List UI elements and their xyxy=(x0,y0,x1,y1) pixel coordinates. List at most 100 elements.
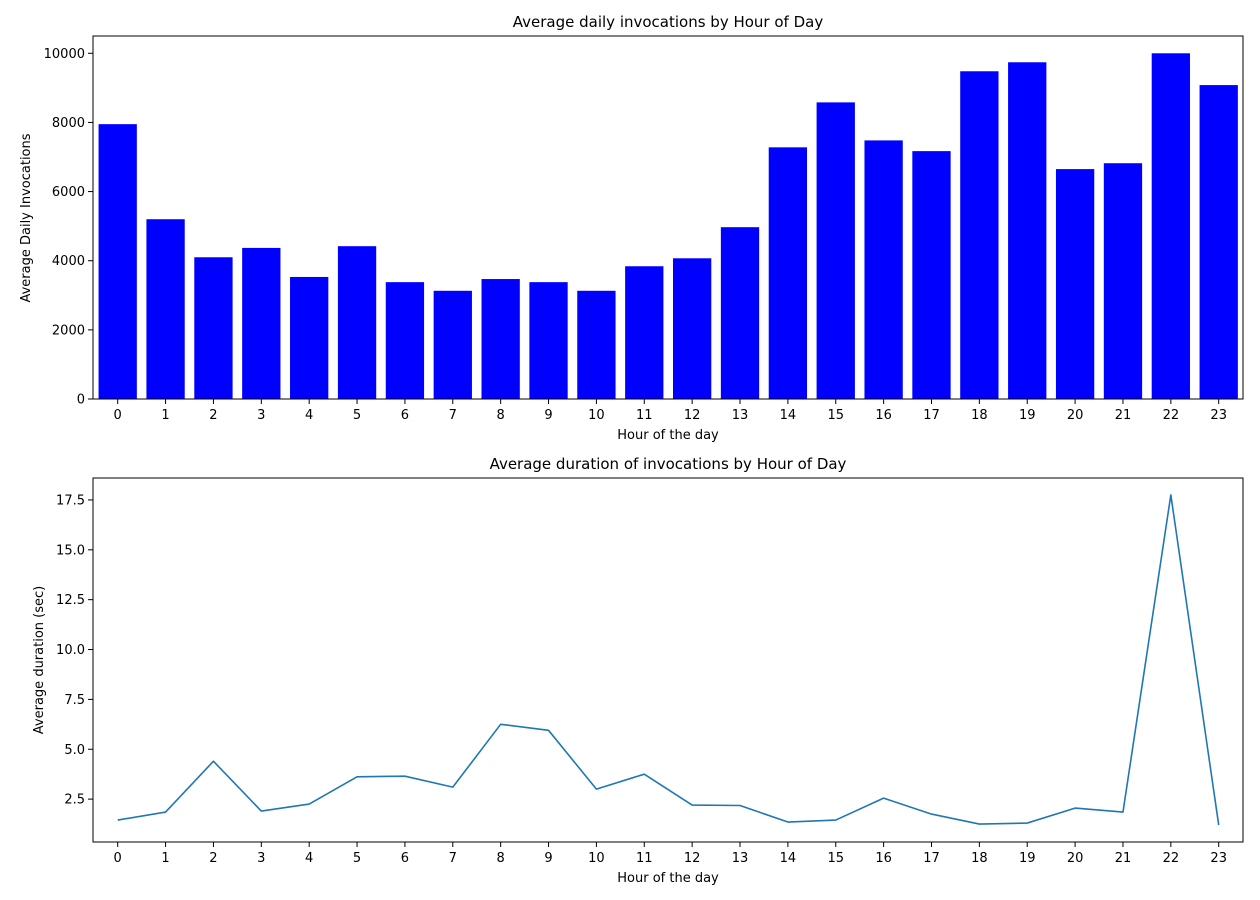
x-tick-label: 8 xyxy=(497,851,505,866)
x-tick-label: 8 xyxy=(497,408,505,423)
line-chart-x-axis: 0 1 2 3 4 5 6 7 8 9 10 11 12 13 14 15 16 17 18 19 20 21 22 23 xyxy=(114,842,1227,866)
x-tick-label: 11 xyxy=(636,408,653,423)
x-tick-label: 0 xyxy=(114,851,122,866)
y-tick-label: 10000 xyxy=(44,47,85,62)
x-tick-label: 9 xyxy=(544,408,552,423)
x-tick-label: 2 xyxy=(209,408,217,423)
x-tick-label: 18 xyxy=(971,851,988,866)
y-tick-label: 12.5 xyxy=(56,593,85,608)
y-tick-label: 17.5 xyxy=(56,493,85,508)
x-tick-label: 21 xyxy=(1115,851,1132,866)
y-tick-label: 2.5 xyxy=(64,793,85,808)
x-tick-label: 17 xyxy=(923,408,940,423)
line-chart-x-label: Hour of the day xyxy=(617,871,719,886)
bar-hour-10 xyxy=(577,290,616,399)
x-tick-label: 21 xyxy=(1115,408,1132,423)
bar-hour-20 xyxy=(1055,169,1095,399)
x-tick-label: 15 xyxy=(827,408,844,423)
x-tick-label: 23 xyxy=(1210,408,1227,423)
x-tick-label: 14 xyxy=(780,851,797,866)
x-tick-label: 23 xyxy=(1210,851,1227,866)
line-chart-y-axis: 2.5 5.0 7.5 10.0 12.5 15.0 17.5 xyxy=(56,493,93,808)
x-tick-label: 13 xyxy=(732,851,749,866)
bar-hour-11 xyxy=(625,266,664,399)
x-tick-label: 18 xyxy=(971,408,988,423)
y-tick-label: 7.5 xyxy=(64,693,85,708)
bar-hour-4 xyxy=(290,276,329,399)
bar-chart-y-axis: 0 2000 4000 6000 8000 10000 xyxy=(44,47,93,408)
x-tick-label: 20 xyxy=(1067,851,1084,866)
y-tick-label: 4000 xyxy=(52,254,85,269)
x-tick-label: 5 xyxy=(353,408,361,423)
x-tick-label: 3 xyxy=(257,408,265,423)
bar-hour-6 xyxy=(385,282,425,399)
x-tick-label: 19 xyxy=(1019,851,1036,866)
x-tick-label: 5 xyxy=(353,851,361,866)
line-chart-plot-frame xyxy=(92,477,1244,843)
bar-hour-13 xyxy=(720,227,760,399)
bar-hour-15 xyxy=(816,102,855,399)
x-tick-label: 9 xyxy=(544,851,552,866)
bar-hour-14 xyxy=(768,147,808,399)
x-tick-label: 10 xyxy=(588,851,605,866)
x-tick-label: 1 xyxy=(161,408,169,423)
bar-chart-x-axis: 0 1 2 3 4 5 6 7 8 9 10 11 12 13 14 15 16 17 18 19 20 21 22 23 xyxy=(114,399,1227,423)
x-tick-label: 6 xyxy=(401,408,409,423)
bar-hour-16 xyxy=(864,140,903,399)
y-tick-label: 6000 xyxy=(52,185,85,200)
x-tick-label: 4 xyxy=(305,851,313,866)
bar-chart-x-label: Hour of the day xyxy=(617,428,719,443)
bar-series xyxy=(98,53,1238,400)
x-tick-label: 12 xyxy=(684,408,701,423)
y-tick-label: 0 xyxy=(77,393,85,408)
bar-hour-5 xyxy=(337,246,377,399)
y-tick-label: 5.0 xyxy=(64,743,85,758)
x-tick-label: 3 xyxy=(257,851,265,866)
bar-hour-0 xyxy=(98,124,137,399)
x-tick-label: 1 xyxy=(161,851,169,866)
x-tick-label: 13 xyxy=(732,408,749,423)
x-tick-label: 20 xyxy=(1067,408,1084,423)
duration-series-line xyxy=(117,494,1220,826)
x-tick-label: 12 xyxy=(684,851,701,866)
bar-hour-8 xyxy=(481,279,520,399)
bar-chart: Average daily invocations by Hour of Day… xyxy=(19,13,1244,443)
x-tick-label: 15 xyxy=(827,851,844,866)
y-tick-label: 10.0 xyxy=(56,643,85,658)
x-tick-label: 16 xyxy=(875,408,892,423)
bar-hour-2 xyxy=(194,257,233,399)
bar-hour-3 xyxy=(242,247,281,399)
bar-hour-7 xyxy=(433,290,472,399)
x-tick-label: 22 xyxy=(1163,408,1180,423)
x-tick-label: 0 xyxy=(114,408,122,423)
y-tick-label: 8000 xyxy=(52,116,85,131)
bar-hour-17 xyxy=(912,151,951,399)
x-tick-label: 17 xyxy=(923,851,940,866)
bar-hour-21 xyxy=(1103,163,1143,399)
bar-hour-9 xyxy=(529,282,568,399)
y-tick-label: 2000 xyxy=(52,323,85,338)
bar-hour-23 xyxy=(1199,85,1238,399)
x-tick-label: 2 xyxy=(209,851,217,866)
x-tick-label: 19 xyxy=(1019,408,1036,423)
line-chart-title: Average duration of invocations by Hour … xyxy=(490,455,847,473)
x-tick-label: 4 xyxy=(305,408,313,423)
x-tick-label: 10 xyxy=(588,408,605,423)
x-tick-label: 7 xyxy=(449,408,457,423)
line-chart-y-label: Average duration (sec) xyxy=(32,586,47,734)
y-tick-label: 15.0 xyxy=(56,543,85,558)
x-tick-label: 14 xyxy=(780,408,797,423)
bar-hour-19 xyxy=(1008,62,1047,400)
bar-hour-18 xyxy=(960,71,999,399)
x-tick-label: 16 xyxy=(875,851,892,866)
bar-chart-y-label: Average Daily Invocations xyxy=(19,133,34,302)
x-tick-label: 11 xyxy=(636,851,653,866)
line-chart: Average duration of invocations by Hour … xyxy=(32,455,1244,886)
x-tick-label: 6 xyxy=(401,851,409,866)
x-tick-label: 7 xyxy=(449,851,457,866)
bar-hour-22 xyxy=(1151,53,1190,399)
bar-chart-title: Average daily invocations by Hour of Day xyxy=(513,13,824,31)
bar-hour-1 xyxy=(146,219,185,399)
bar-hour-12 xyxy=(672,258,712,399)
